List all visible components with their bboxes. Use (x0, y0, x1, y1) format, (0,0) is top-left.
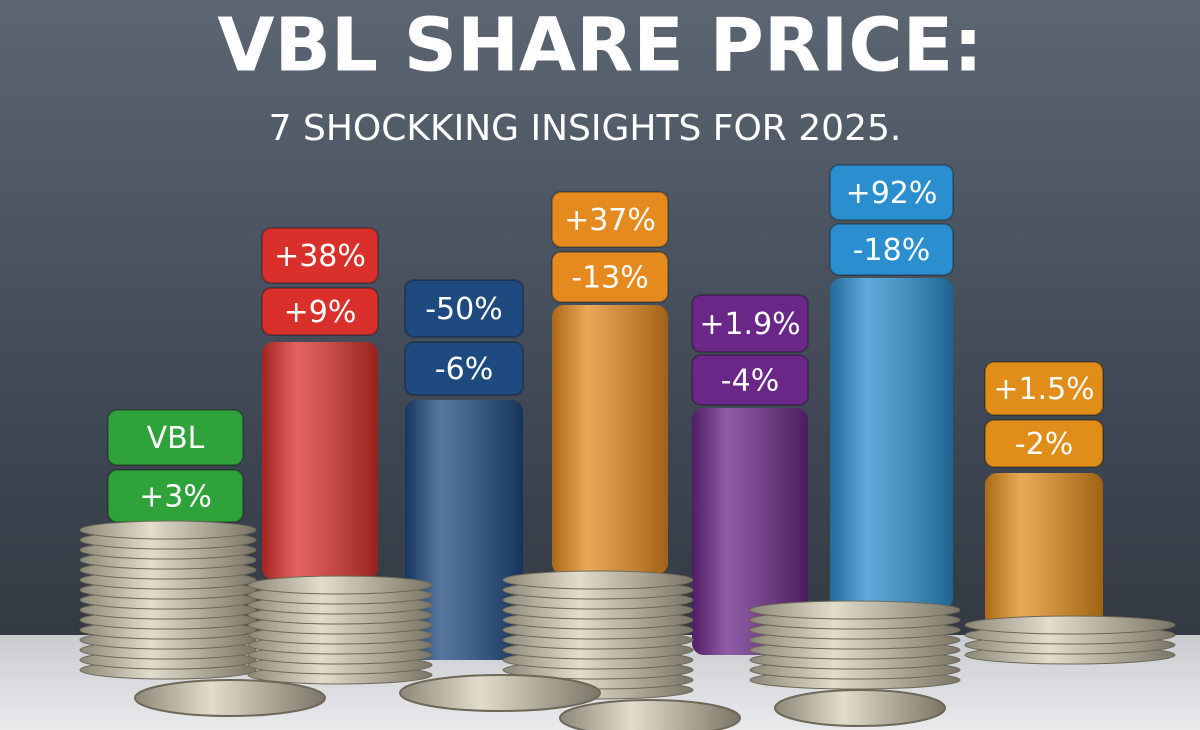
label-box (984, 419, 1104, 468)
label: -18% (853, 233, 931, 268)
coin (964, 615, 1176, 635)
label-box (404, 279, 524, 338)
coin (247, 575, 433, 595)
label: +1.5% (993, 372, 1094, 407)
column: VBL +3% (107, 409, 244, 523)
label: -4% (721, 364, 779, 399)
label-box (261, 287, 379, 336)
label-box (404, 341, 524, 396)
label: +38% (274, 239, 366, 274)
bar-shine (985, 473, 1103, 630)
coin (774, 689, 946, 727)
column: +38% +9% (261, 227, 379, 580)
label: VBL (147, 421, 205, 456)
label-box (691, 294, 809, 353)
label: +1.9% (699, 307, 800, 342)
label-box (829, 223, 954, 276)
label-box (261, 227, 379, 284)
label: +92% (846, 176, 938, 211)
label: -6% (435, 352, 493, 387)
bar-shine (405, 400, 523, 660)
coins (79, 520, 1176, 730)
label: +3% (139, 480, 212, 515)
subtitle: 7 SHOCKKING INSIGHTS FOR 2025. (269, 108, 902, 149)
coin (749, 600, 961, 620)
column: +37% -13% (551, 191, 669, 575)
label-box (551, 191, 669, 248)
bar-shine (262, 342, 378, 580)
coin (79, 520, 257, 540)
label-box (551, 251, 669, 303)
column: -50% -6% (404, 279, 524, 660)
coin (134, 679, 326, 717)
bar-shine (552, 305, 668, 575)
label-box (107, 409, 244, 466)
label: +37% (564, 203, 656, 238)
label: -50% (425, 292, 503, 327)
coin (502, 570, 694, 590)
label-box (984, 361, 1104, 416)
coin (399, 674, 601, 712)
label-box (829, 164, 954, 221)
column: +1.9% -4% (691, 294, 809, 655)
label-box (691, 354, 809, 406)
coin (559, 699, 741, 730)
bar-shine (830, 278, 953, 610)
column: +92% -18% (829, 164, 954, 610)
title: VBL SHARE PRICE: (217, 3, 983, 89)
columns: VBL +3% +38% +9% -50% -6% +37% -13% +1.9% -4% +92%… (107, 164, 1104, 660)
label: -2% (1015, 427, 1073, 462)
column: +1.5% -2% (984, 361, 1104, 630)
label: +9% (284, 295, 357, 330)
bar-shine (692, 408, 808, 655)
label: -13% (571, 261, 649, 296)
